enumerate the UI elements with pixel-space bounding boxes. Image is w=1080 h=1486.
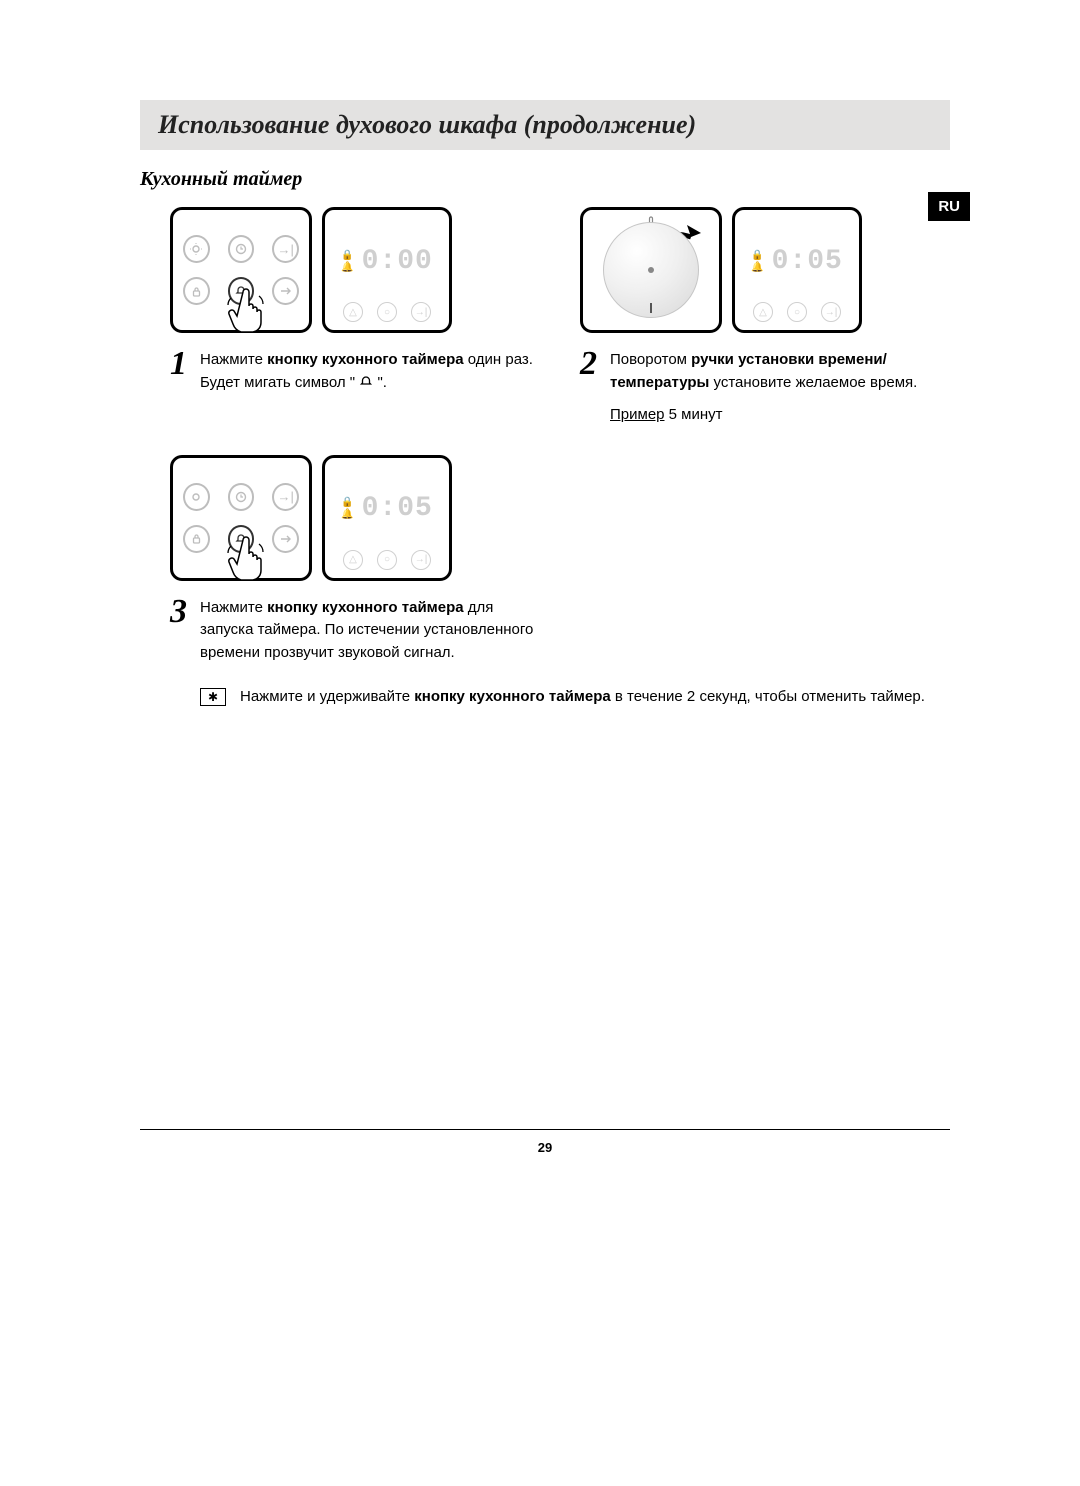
text: ". xyxy=(377,374,387,391)
text-bold: кнопку кухонного таймера xyxy=(267,599,464,616)
bell-icon xyxy=(228,525,255,553)
mini-bell-icon: △ xyxy=(753,302,773,322)
text: Нажмите и удерживайте xyxy=(240,688,414,705)
step-number: 2 xyxy=(580,347,602,427)
mini-bell-icon: △ xyxy=(343,550,363,570)
note-text: Нажмите и удерживайте кнопку кухонного т… xyxy=(240,686,925,709)
timer-display: 🔒🔔 0:00 △ ○ →| xyxy=(322,207,452,333)
text: в течение 2 секунд, чтобы отменить тайме… xyxy=(611,688,925,705)
display-value: 0:05 xyxy=(772,246,843,277)
step-body: Нажмите кнопку кухонного таймера для зап… xyxy=(200,597,540,665)
step2-illustration: 🔒🔔 0:05 △ ○ →| xyxy=(580,207,950,333)
step1-illustration: →| xyxy=(170,207,540,333)
end-icon: →| xyxy=(272,235,299,263)
clock-icon xyxy=(228,483,255,511)
step3-illustration: →| xyxy=(170,455,540,581)
step2-text: 2 Поворотом ручки установки времени/темп… xyxy=(580,349,950,427)
text: Нажмите xyxy=(200,351,267,368)
footer-rule xyxy=(140,1129,950,1130)
step-body: Нажмите кнопку кухонного таймера один ра… xyxy=(200,349,540,394)
step-number: 1 xyxy=(170,347,192,394)
mini-bell-icon: △ xyxy=(343,302,363,322)
example-label: Пример xyxy=(610,406,665,423)
timer-display: 🔒🔔 0:05 △ ○ →| xyxy=(732,207,862,333)
step-body: Поворотом ручки установки времени/темпер… xyxy=(610,349,950,427)
duration-icon xyxy=(272,525,299,553)
lock-icon xyxy=(183,525,210,553)
mini-clock-icon: ○ xyxy=(787,302,807,322)
empty-cell xyxy=(580,455,950,665)
mini-end-icon: →| xyxy=(821,302,841,322)
bell-icon xyxy=(228,277,255,305)
note-icon: ✱ xyxy=(200,688,226,706)
text: Будет мигать символ " xyxy=(200,374,359,391)
text: один раз. xyxy=(464,351,533,368)
note: ✱ Нажмите и удерживайте кнопку кухонного… xyxy=(200,686,950,709)
timer-display: 🔒🔔 0:05 △ ○ →| xyxy=(322,455,452,581)
step-2: 🔒🔔 0:05 △ ○ →| 2 Поворотом ручки установ… xyxy=(580,207,950,427)
bell-inline-icon xyxy=(359,375,373,389)
end-icon: →| xyxy=(272,483,299,511)
text-bold: кнопку кухонного таймера xyxy=(267,351,464,368)
text: Нажмите xyxy=(200,599,267,616)
manual-page: Использование духового шкафа (продолжени… xyxy=(0,0,1080,1195)
page-number: 29 xyxy=(140,1140,950,1155)
mini-end-icon: →| xyxy=(411,550,431,570)
page-title: Использование духового шкафа (продолжени… xyxy=(158,110,932,140)
mini-end-icon: →| xyxy=(411,302,431,322)
step3-text: 3 Нажмите кнопку кухонного таймера для з… xyxy=(170,597,540,665)
subhead-row: Кухонный таймер xyxy=(140,168,950,191)
control-panel: →| xyxy=(170,455,312,581)
step-number: 3 xyxy=(170,595,192,665)
display-value: 0:00 xyxy=(362,246,433,277)
section-subhead: Кухонный таймер xyxy=(140,168,302,191)
display-value: 0:05 xyxy=(362,493,433,524)
text-bold: кнопку кухонного таймера xyxy=(414,688,611,705)
step-1: →| xyxy=(170,207,540,427)
steps-grid: →| xyxy=(170,207,950,664)
light-icon xyxy=(183,235,210,263)
text: установите желаемое время. xyxy=(709,374,917,391)
lock-icon xyxy=(183,277,210,305)
step-3: →| xyxy=(170,455,540,665)
example-value: 5 минут xyxy=(665,406,723,423)
display-indicators: 🔒🔔 xyxy=(341,497,353,520)
display-indicators: 🔒🔔 xyxy=(341,250,353,273)
temperature-knob xyxy=(580,207,722,333)
knob-dial xyxy=(603,222,699,318)
title-bar: Использование духового шкафа (продолжени… xyxy=(140,100,950,150)
control-panel: →| xyxy=(170,207,312,333)
text: Поворотом xyxy=(610,351,691,368)
light-icon xyxy=(183,483,210,511)
mini-clock-icon: ○ xyxy=(377,550,397,570)
clock-icon xyxy=(228,235,255,263)
step1-text: 1 Нажмите кнопку кухонного таймера один … xyxy=(170,349,540,394)
display-indicators: 🔒🔔 xyxy=(751,250,763,273)
mini-clock-icon: ○ xyxy=(377,302,397,322)
duration-icon xyxy=(272,277,299,305)
language-badge: RU xyxy=(928,192,970,221)
